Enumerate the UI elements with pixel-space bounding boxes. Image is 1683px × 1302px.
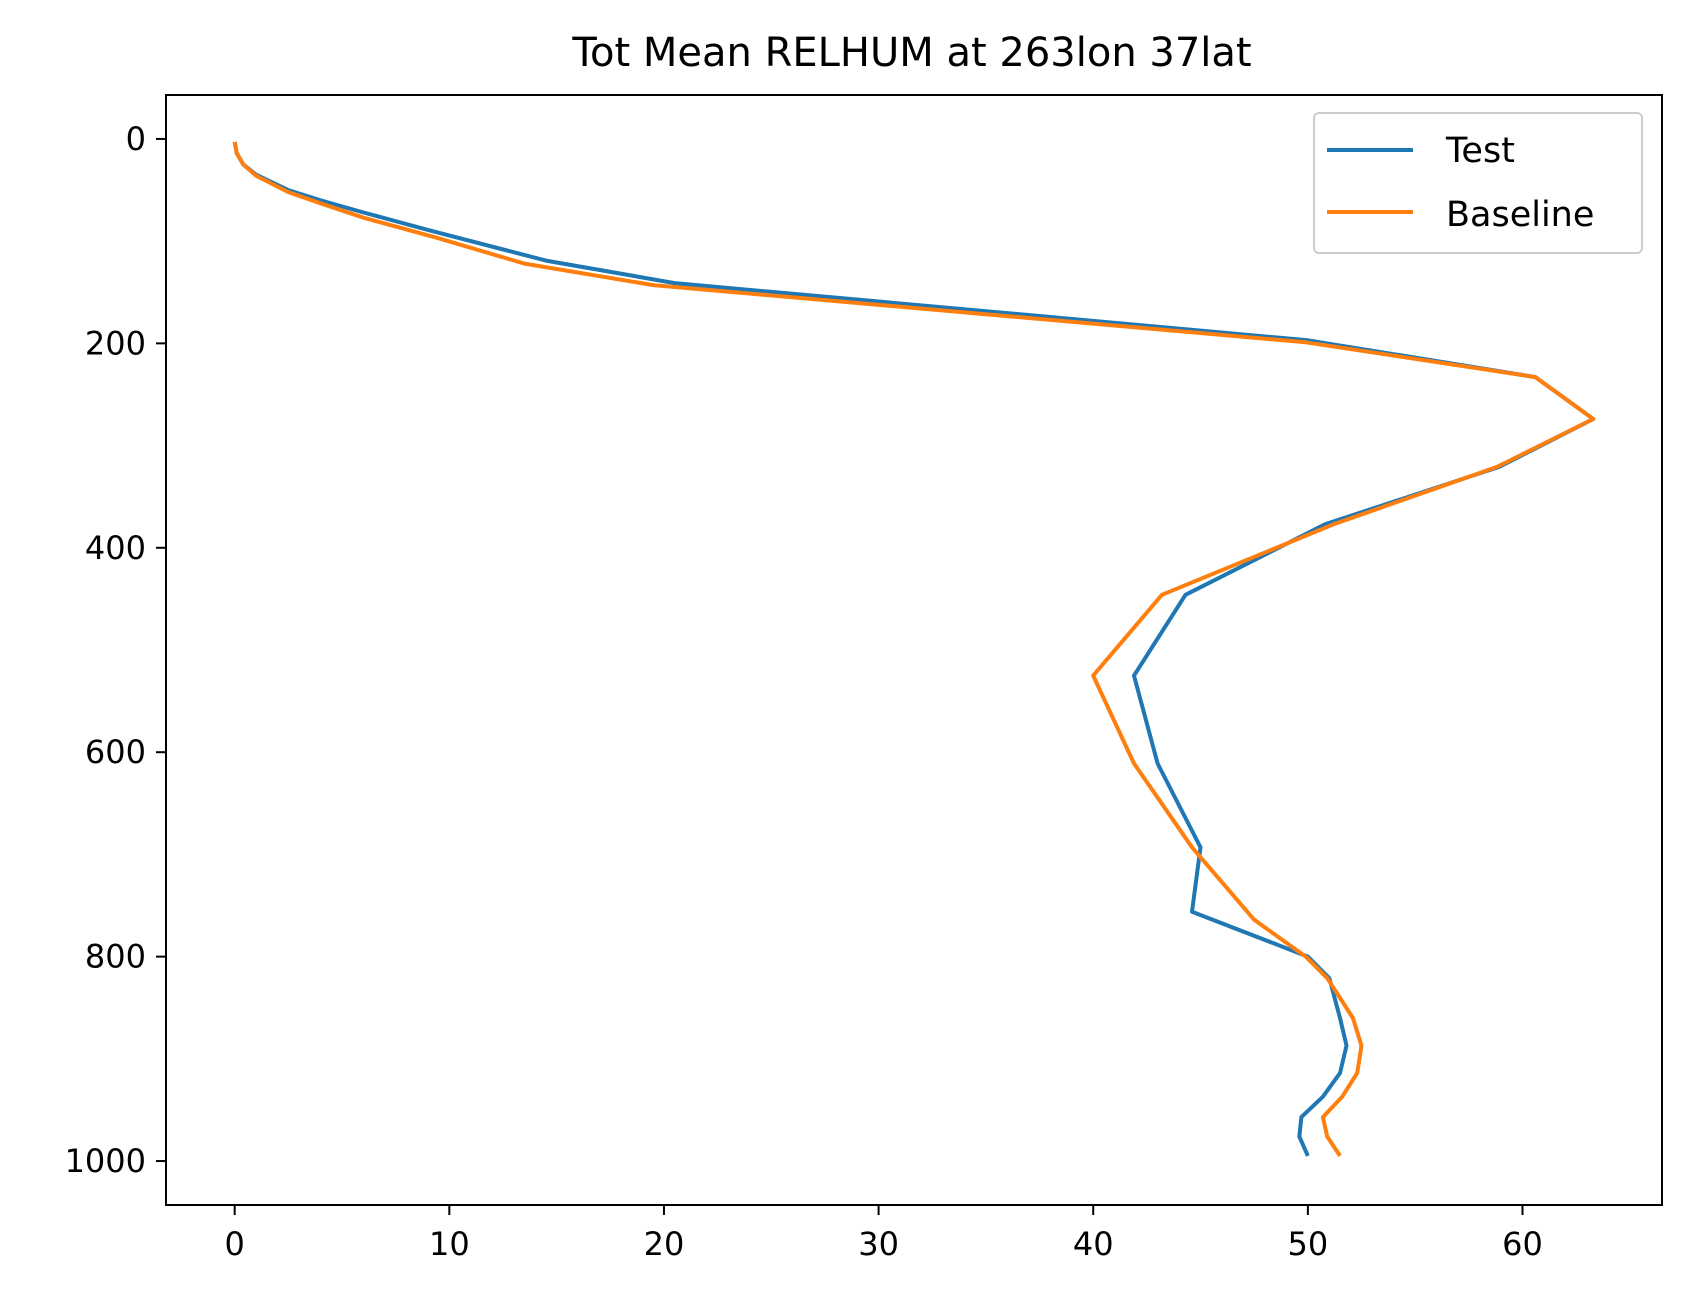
legend-label-test: Test bbox=[1445, 131, 1515, 171]
y-tick-label: 400 bbox=[85, 529, 146, 567]
x-tick-label: 40 bbox=[1073, 1225, 1114, 1263]
x-tick-label: 30 bbox=[858, 1225, 899, 1263]
y-tick-label: 200 bbox=[85, 324, 146, 362]
legend: Test Baseline bbox=[1313, 112, 1643, 254]
y-tick-label: 0 bbox=[126, 120, 146, 158]
y-tick-label: 800 bbox=[85, 938, 146, 976]
y-axis: 0 200 400 600 800 1000 bbox=[65, 120, 166, 1180]
x-tick-label: 20 bbox=[644, 1225, 685, 1263]
series-line-baseline bbox=[232, 141, 1596, 1158]
chart-title: Tot Mean RELHUM at 263lon 37lat bbox=[571, 30, 1251, 76]
x-axis: 0 10 20 30 40 50 60 bbox=[225, 1205, 1543, 1263]
x-tick-label: 60 bbox=[1502, 1225, 1543, 1263]
x-tick-label: 50 bbox=[1287, 1225, 1328, 1263]
x-tick-label: 0 bbox=[225, 1225, 245, 1263]
y-tick-label: 600 bbox=[85, 733, 146, 771]
y-tick-label: 1000 bbox=[65, 1142, 146, 1180]
series-line-test bbox=[232, 141, 1596, 1157]
plot-frame bbox=[165, 94, 1663, 1206]
series-layer bbox=[232, 141, 1596, 1158]
x-tick-label: 10 bbox=[429, 1225, 470, 1263]
legend-label-baseline: Baseline bbox=[1446, 195, 1594, 235]
